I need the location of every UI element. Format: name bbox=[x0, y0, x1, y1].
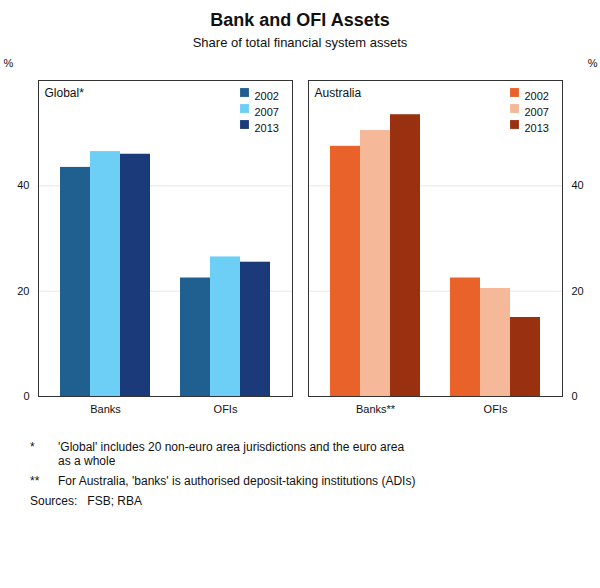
svg-text:2013: 2013 bbox=[255, 122, 279, 134]
html-text:Bank and OFI Assets: Bank and OFI Assets bbox=[210, 10, 390, 30]
svg-text:2007: 2007 bbox=[255, 106, 279, 118]
svg-text:OFIs: OFIs bbox=[214, 403, 238, 415]
svg-text:%: % bbox=[588, 57, 598, 69]
svg-text:Banks: Banks bbox=[90, 403, 121, 415]
svg-text:2002: 2002 bbox=[525, 90, 549, 102]
svg-text:OFIs: OFIs bbox=[484, 403, 508, 415]
html-text:Sources: FSB; RBA: Sources: FSB; RBA bbox=[30, 494, 142, 508]
svg-text:40: 40 bbox=[17, 179, 29, 191]
svg-text:Banks**: Banks** bbox=[356, 403, 396, 415]
svg-text:2002: 2002 bbox=[255, 90, 279, 102]
svg-text:20: 20 bbox=[572, 285, 584, 297]
svg-text:0: 0 bbox=[23, 390, 29, 402]
svg-text:Australia: Australia bbox=[315, 86, 362, 100]
svg-text:20: 20 bbox=[17, 285, 29, 297]
html-text:'Global' includes 20 non-euro: 'Global' includes 20 non-euro area juris… bbox=[58, 440, 405, 468]
svg-text:2007: 2007 bbox=[525, 106, 549, 118]
svg-text:Global*: Global* bbox=[45, 86, 85, 100]
svg-text:2013: 2013 bbox=[525, 122, 549, 134]
svg-text:0: 0 bbox=[572, 390, 578, 402]
svg-text:%: % bbox=[4, 57, 14, 69]
html-text:Share of total financial syste: Share of total financial system assets bbox=[192, 35, 408, 50]
html-text:For Australia, 'banks' is auth: For Australia, 'banks' is authorised dep… bbox=[58, 474, 416, 488]
svg-text:40: 40 bbox=[572, 179, 584, 191]
